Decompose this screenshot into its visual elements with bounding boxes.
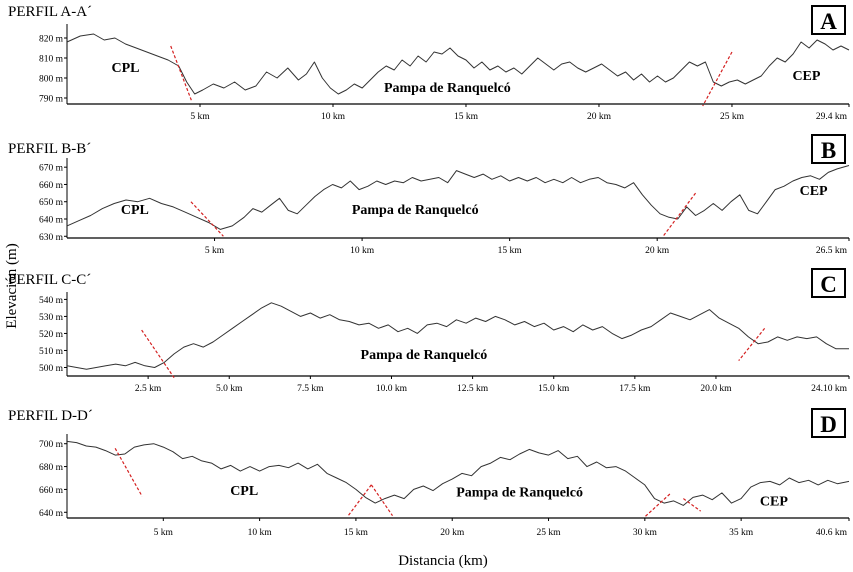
profile-panel-a: PERFIL A-A´ A 820 m 810 m 800 m 790 m 5 km 10 k… xyxy=(8,4,850,122)
y-tick-label: 520 m xyxy=(39,330,64,340)
y-tick-label: 800 m xyxy=(39,75,64,85)
x-tick-label: 30 km xyxy=(633,528,658,538)
panel-letter: C xyxy=(820,272,837,297)
elevation-profile-line xyxy=(66,165,850,230)
x-tick-label: 15 km xyxy=(344,528,369,538)
x-tick-label: 5 km xyxy=(205,246,225,256)
panel-letter: B xyxy=(821,138,836,163)
x-axis-label: Distancia (km) xyxy=(398,553,488,569)
region-label: Pampa de Ranquelcó xyxy=(456,485,583,500)
panel-title: PERFIL A-A´ xyxy=(8,4,92,20)
y-tick-label: 640 m xyxy=(39,216,64,226)
y-tick-label: 510 m xyxy=(39,347,64,357)
profile-panel-c: PERFIL C-C´ C 540 m 530 m 520 m 510 m 500 m 2.5… xyxy=(8,268,850,394)
x-tick-label: 24.10 km xyxy=(811,384,848,394)
x-tick-label: 20 km xyxy=(440,528,465,538)
boundary-marker xyxy=(662,192,697,237)
panel-title: PERFIL C-C´ xyxy=(8,272,91,288)
panel-letter: D xyxy=(820,412,837,437)
x-tick-label: 17.5 km xyxy=(619,384,651,394)
panel-letter-box xyxy=(811,408,846,438)
boundary-marker xyxy=(702,51,733,107)
region-label: Pampa de Ranquelcó xyxy=(361,348,488,363)
y-tick-label: 630 m xyxy=(39,233,64,243)
x-tick-label: 5 km xyxy=(190,112,210,122)
x-tick-label: 10 km xyxy=(321,112,346,122)
x-tick-label: 10.0 km xyxy=(376,384,408,394)
profile-panel-b: PERFIL B-B´ B 670 m 660 m 650 m 640 m 630 m 5 k… xyxy=(8,134,850,256)
region-label: CEP xyxy=(800,184,828,199)
region-label: CPL xyxy=(121,203,149,218)
region-label: Pampa de Ranquelcó xyxy=(384,81,511,96)
y-tick-label: 820 m xyxy=(39,35,64,45)
x-tick-label: 25 km xyxy=(537,528,562,538)
elevation-profile-line xyxy=(66,302,849,370)
y-tick-label: 660 m xyxy=(39,181,64,191)
elevation-profile-line xyxy=(66,440,850,506)
region-label: CPL xyxy=(230,484,258,499)
boundary-marker xyxy=(644,493,671,518)
x-tick-label: 15 km xyxy=(454,112,479,122)
x-tick-label: 10 km xyxy=(350,246,375,256)
y-tick-label: 810 m xyxy=(39,55,64,65)
region-label: CPL xyxy=(112,61,140,76)
boundary-marker xyxy=(738,327,766,362)
x-tick-label: 35 km xyxy=(729,528,754,538)
boundary-marker xyxy=(190,201,224,237)
y-tick-label: 530 m xyxy=(39,313,64,323)
x-tick-label: 40.6 km xyxy=(816,528,848,538)
boundary-marker xyxy=(141,329,175,379)
y-tick-label: 640 m xyxy=(39,509,64,519)
elevation-profile-line xyxy=(66,33,850,95)
profile-panels: PERFIL A-A´ A 820 m 810 m 800 m 790 m 5 km 10 k… xyxy=(8,4,850,538)
x-tick-label: 25 km xyxy=(720,112,745,122)
y-tick-label: 670 m xyxy=(39,164,64,174)
region-label: CEP xyxy=(760,494,788,509)
x-tick-label: 12.5 km xyxy=(457,384,489,394)
region-label: Pampa de Ranquelcó xyxy=(352,203,479,218)
panel-letter: A xyxy=(820,9,837,34)
x-tick-label: 7.5 km xyxy=(297,384,324,394)
y-tick-label: 650 m xyxy=(39,198,64,208)
x-tick-label: 20 km xyxy=(645,246,670,256)
panel-letter-box xyxy=(811,134,846,164)
region-label: CEP xyxy=(792,69,820,84)
y-tick-label: 680 m xyxy=(39,463,64,473)
y-tick-label: 500 m xyxy=(39,364,64,374)
panel-letter-box xyxy=(811,268,846,298)
boundary-marker xyxy=(114,447,143,497)
x-tick-label: 20.0 km xyxy=(700,384,732,394)
y-tick-label: 790 m xyxy=(39,95,64,105)
panel-letter-box xyxy=(811,5,846,35)
boundary-marker xyxy=(683,498,702,512)
panel-title: PERFIL B-B´ xyxy=(8,141,91,157)
x-tick-label: 26.5 km xyxy=(816,246,848,256)
boundary-marker xyxy=(370,484,394,517)
x-tick-label: 29.4 km xyxy=(816,112,848,122)
panel-title: PERFIL D-D´ xyxy=(8,408,93,424)
y-axis-label: Elevación (m) xyxy=(4,243,20,328)
x-tick-label: 15.0 km xyxy=(538,384,570,394)
x-tick-label: 5.0 km xyxy=(216,384,243,394)
x-tick-label: 2.5 km xyxy=(135,384,162,394)
x-tick-label: 20 km xyxy=(587,112,612,122)
y-tick-label: 660 m xyxy=(39,486,64,496)
boundary-marker xyxy=(347,484,372,517)
x-tick-label: 15 km xyxy=(498,246,523,256)
boundary-marker xyxy=(170,45,193,103)
y-tick-label: 540 m xyxy=(39,296,64,306)
profile-panel-d: PERFIL D-D´ D 700 m 680 m 660 m 640 m 5 km 10 k… xyxy=(8,408,850,538)
x-tick-label: 10 km xyxy=(248,528,273,538)
x-tick-label: 5 km xyxy=(154,528,174,538)
y-tick-label: 700 m xyxy=(39,440,64,450)
